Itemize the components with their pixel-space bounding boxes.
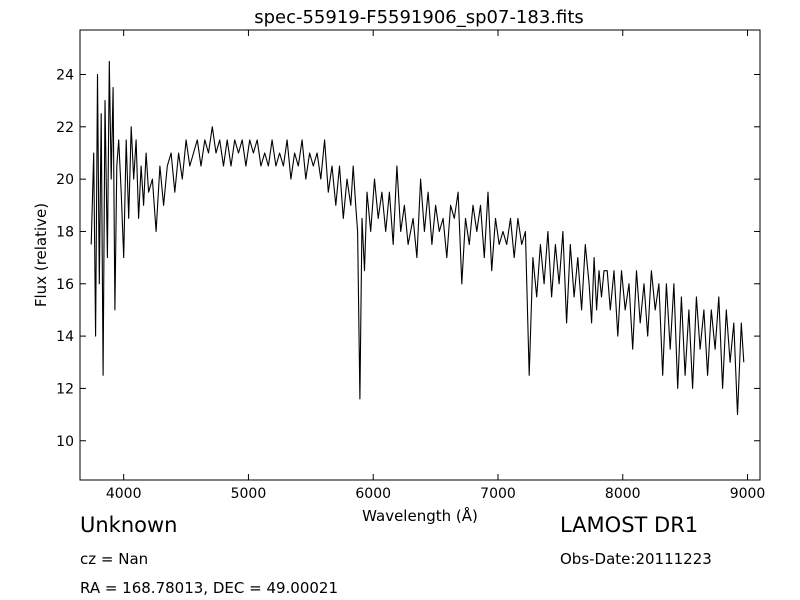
y-axis-ticks: 10 12 14 16 18 20 22 24 <box>56 67 760 450</box>
y-axis-label: Flux (relative) <box>32 203 50 307</box>
coordinates: RA = 168.78013, DEC = 49.00021 <box>80 579 339 597</box>
y-tick-label: 20 <box>56 172 74 188</box>
chart-title: spec-55919-F5591906_sp07-183.fits <box>254 7 584 28</box>
plot-frame <box>79 29 761 481</box>
x-tick-label: 6000 <box>355 486 391 502</box>
object-class: Unknown <box>80 513 178 537</box>
x-tick-label: 4000 <box>106 486 142 502</box>
x-axis-ticks: 4000 5000 6000 7000 8000 9000 <box>106 30 765 502</box>
survey-name: LAMOST DR1 <box>560 513 699 537</box>
spectrum-line-0 <box>90 60 745 416</box>
x-tick-label: 8000 <box>605 486 641 502</box>
x-axis-label: Wavelength (Å) <box>362 506 478 525</box>
y-tick-label: 18 <box>56 224 74 240</box>
y-tick-label: 12 <box>56 381 74 397</box>
x-tick-label: 9000 <box>730 486 766 502</box>
observation-date: Obs-Date:20111223 <box>560 550 712 568</box>
y-tick-label: 24 <box>56 67 74 83</box>
y-tick-label: 22 <box>56 120 74 136</box>
y-tick-label: 14 <box>56 329 74 345</box>
redshift: cz = Nan <box>80 550 149 568</box>
chart-marks <box>90 60 745 416</box>
y-tick-label: 10 <box>56 434 74 450</box>
x-tick-label: 5000 <box>231 486 267 502</box>
y-tick-label: 16 <box>56 277 74 293</box>
x-tick-label: 7000 <box>480 486 516 502</box>
